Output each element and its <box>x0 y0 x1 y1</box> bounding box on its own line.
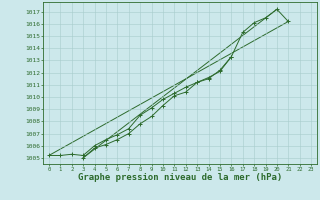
X-axis label: Graphe pression niveau de la mer (hPa): Graphe pression niveau de la mer (hPa) <box>78 173 282 182</box>
